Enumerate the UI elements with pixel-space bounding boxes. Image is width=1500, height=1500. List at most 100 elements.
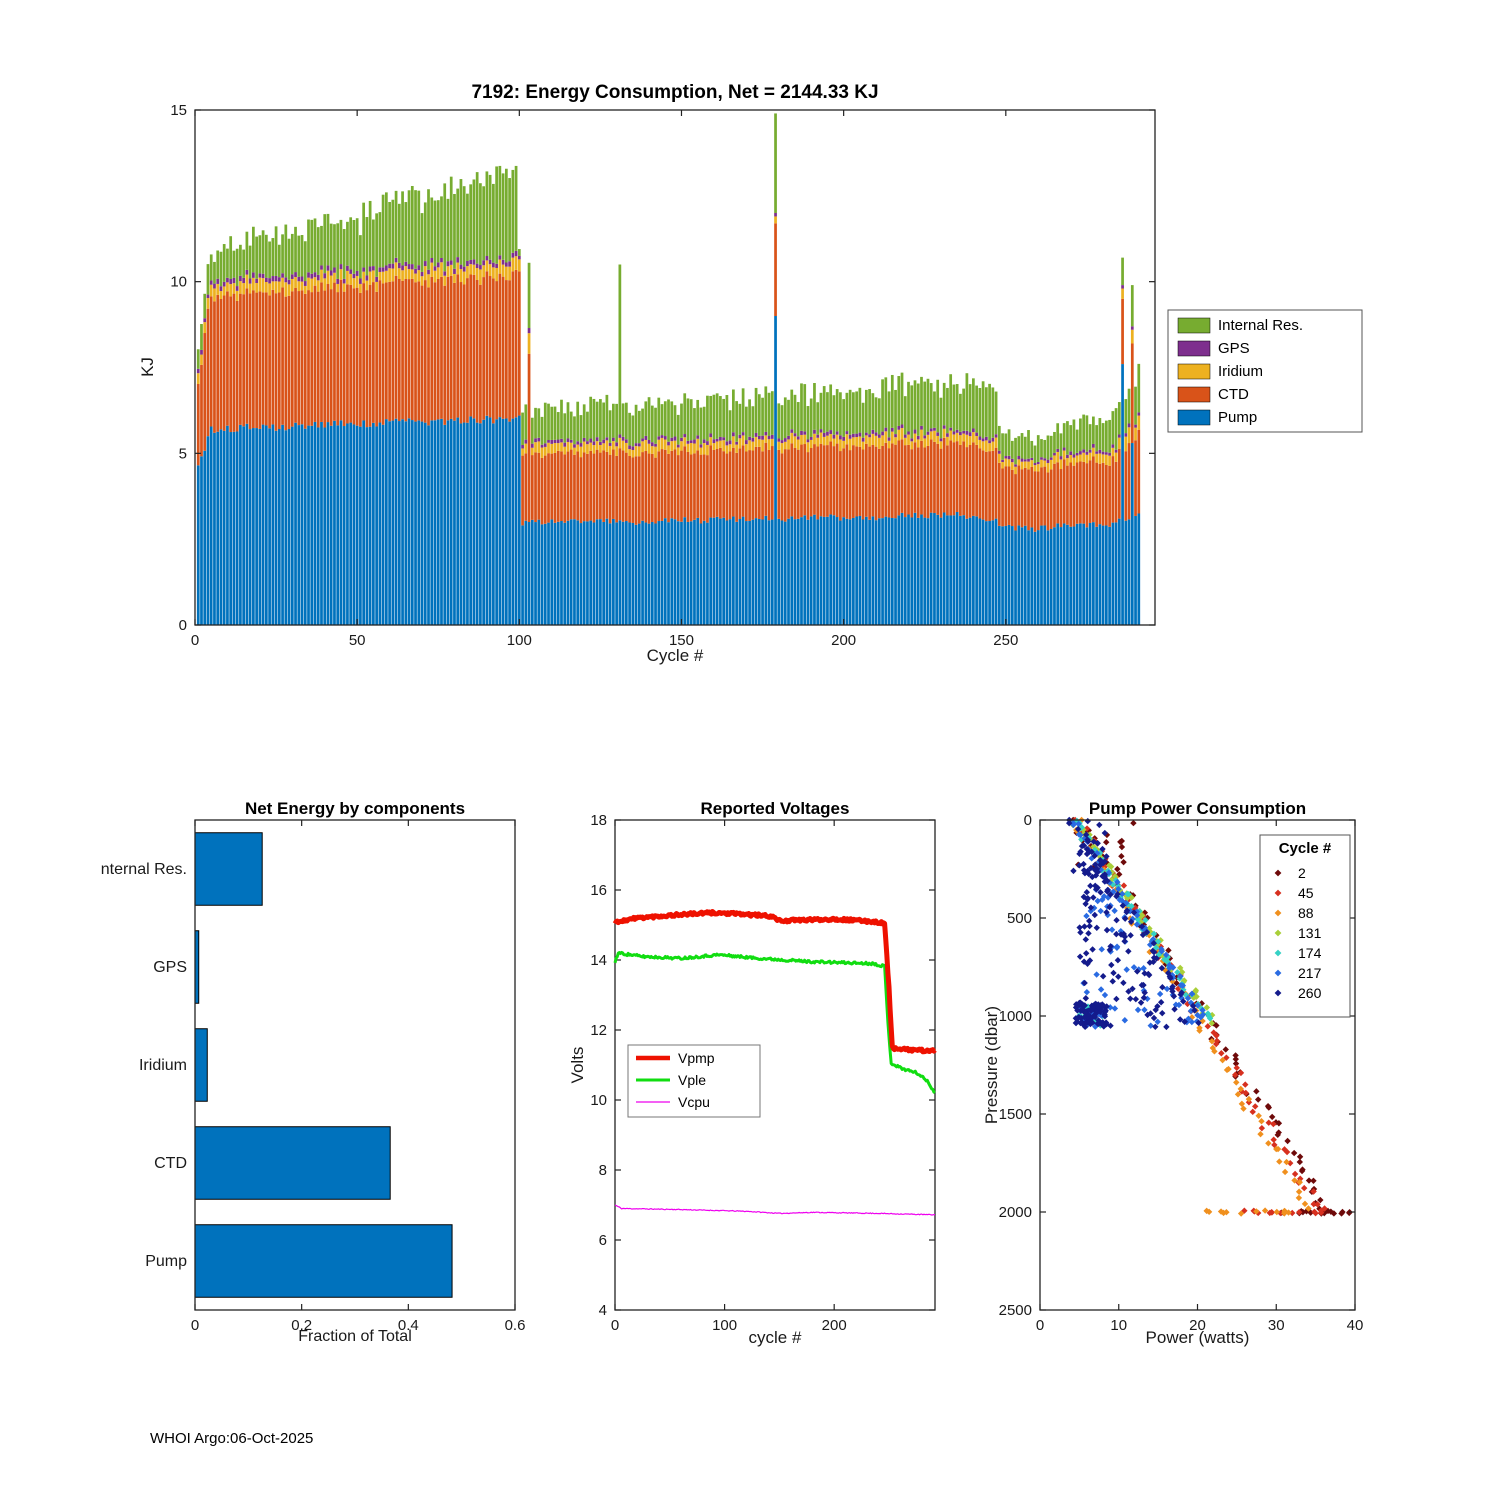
legend-label: Vple — [678, 1072, 706, 1088]
svg-text:12: 12 — [590, 1022, 607, 1039]
legend-label: Internal Res. — [1218, 317, 1303, 334]
energy-axes: 0 50 100 150 200 250 0 5 10 15 — [170, 102, 1156, 649]
voltages-chart-title: Reported Voltages — [700, 799, 850, 818]
legend-label: Vcpu — [678, 1094, 710, 1110]
svg-text:200: 200 — [822, 1317, 847, 1334]
pump-power-x-axis-label: Power (watts) — [1145, 1328, 1250, 1347]
svg-text:8: 8 — [599, 1162, 607, 1179]
svg-text:15: 15 — [170, 102, 187, 119]
net-energy-x-axis-label: Fraction of Total — [298, 1328, 412, 1345]
net-energy-chart-title: Net Energy by components — [244, 799, 466, 818]
legend-swatch-Pump — [1177, 409, 1211, 426]
svg-text:0.6: 0.6 — [505, 1317, 526, 1334]
legend-label: 45 — [1298, 885, 1314, 901]
legend-swatch-InternalRes — [1177, 317, 1211, 334]
legend-label: 217 — [1298, 965, 1322, 981]
legend-marker-45 — [1274, 889, 1282, 897]
legend-marker-174 — [1274, 949, 1282, 957]
legend-label: 2 — [1298, 865, 1306, 881]
svg-text:20: 20 — [1189, 1317, 1206, 1334]
svg-text:0: 0 — [1024, 812, 1032, 829]
legend-label: 88 — [1298, 905, 1314, 921]
legend-label: 174 — [1298, 945, 1322, 961]
category-label: CTD — [154, 1155, 187, 1172]
legend-swatch-CTD — [1177, 386, 1211, 403]
legend-marker-217 — [1274, 969, 1282, 977]
energy-stacked-bars — [196, 113, 1141, 625]
svg-text:0: 0 — [611, 1317, 619, 1334]
svg-text:100: 100 — [712, 1317, 737, 1334]
svg-text:14: 14 — [590, 952, 607, 969]
line-vple — [613, 950, 936, 1095]
bar-iridium — [194, 1028, 208, 1102]
energy-consumption-plot: 0 50 100 150 200 250 0 5 10 15 Internal Res. GPS Iri… — [170, 102, 1363, 649]
svg-text:30: 30 — [1268, 1317, 1285, 1334]
energy-legend: Internal Res. GPS Iridium CTD Pump — [1167, 309, 1363, 433]
svg-text:10: 10 — [1110, 1317, 1127, 1334]
legend-label: 131 — [1298, 925, 1322, 941]
voltages-x-axis-label: cycle # — [748, 1328, 802, 1347]
svg-text:1000: 1000 — [999, 1008, 1032, 1025]
svg-text:10: 10 — [170, 274, 187, 291]
pump-axes: 0 10 20 30 40 0 500 1000 1500 2000 2500 — [999, 812, 1364, 1334]
voltage-lines — [612, 909, 937, 1216]
voltages-plot: 0 100 200 4 6 8 10 12 14 16 18 Vpmp Vple Vcpu — [590, 812, 937, 1334]
legend-label: Pump — [1218, 409, 1257, 426]
line-vpmp — [612, 909, 937, 1055]
category-label: Pump — [145, 1253, 187, 1270]
legend-marker-260 — [1274, 989, 1282, 997]
bar-internalres — [194, 832, 263, 906]
svg-text:50: 50 — [349, 632, 366, 649]
legend-label: Vpmp — [678, 1050, 715, 1066]
bar-ctd — [194, 1126, 391, 1200]
legend-swatch-GPS — [1177, 340, 1211, 357]
legend-label: Iridium — [1218, 363, 1263, 380]
svg-text:0.4: 0.4 — [398, 1317, 419, 1334]
svg-text:4: 4 — [599, 1302, 607, 1319]
energy-chart-title: 7192: Energy Consumption, Net = 2144.33 … — [471, 82, 879, 103]
pump-power-plot: 0 10 20 30 40 0 500 1000 1500 2000 2500 Cycle # 2 45 8… — [999, 812, 1364, 1334]
voltages-legend: Vpmp Vple Vcpu — [627, 1044, 761, 1118]
svg-text:0: 0 — [1036, 1317, 1044, 1334]
pump-power-chart-title: Pump Power Consumption — [1088, 799, 1307, 818]
svg-text:0: 0 — [191, 632, 199, 649]
net-energy-bars: Internal Res. GPS Iridium CTD Pump — [100, 832, 453, 1298]
footer-text: WHOI Argo:06-Oct-2025 — [150, 1430, 314, 1447]
bar-pump — [194, 1224, 453, 1298]
line-vcpu — [614, 1204, 935, 1216]
svg-text:0: 0 — [191, 1317, 199, 1334]
svg-text:10: 10 — [590, 1092, 607, 1109]
category-label: Internal Res. — [100, 861, 187, 878]
legend-marker-131 — [1274, 929, 1282, 937]
svg-text:500: 500 — [1007, 910, 1032, 927]
svg-text:2000: 2000 — [999, 1204, 1032, 1221]
svg-text:6: 6 — [599, 1232, 607, 1249]
legend-marker-2 — [1274, 869, 1282, 877]
svg-text:5: 5 — [179, 445, 187, 462]
svg-text:2500: 2500 — [999, 1302, 1032, 1319]
svg-text:150: 150 — [669, 632, 694, 649]
legend-label: GPS — [1218, 340, 1250, 357]
legend-swatch-Iridium — [1177, 363, 1211, 380]
pump-legend: Cycle # 2 45 88 131 174 217 260 — [1259, 834, 1351, 1018]
svg-text:16: 16 — [590, 882, 607, 899]
legend-marker-88 — [1274, 909, 1282, 917]
svg-text:18: 18 — [590, 812, 607, 829]
svg-text:40: 40 — [1347, 1317, 1364, 1334]
svg-text:100: 100 — [507, 632, 532, 649]
volts-axes: 0 100 200 4 6 8 10 12 14 16 18 — [590, 812, 936, 1334]
svg-text:0: 0 — [179, 617, 187, 634]
net-energy-plot: Internal Res. GPS Iridium CTD Pump 0 0.2 0.4 0.6 — [100, 819, 526, 1334]
legend-label: 260 — [1298, 985, 1322, 1001]
svg-text:250: 250 — [993, 632, 1018, 649]
svg-text:200: 200 — [831, 632, 856, 649]
energy-x-axis-label: Cycle # — [646, 646, 704, 665]
pump-legend-title: Cycle # — [1279, 840, 1332, 857]
net-axes: 0 0.2 0.4 0.6 — [191, 819, 526, 1334]
svg-text:1500: 1500 — [999, 1106, 1032, 1123]
category-label: GPS — [153, 959, 187, 976]
legend-label: CTD — [1218, 386, 1249, 403]
category-label: Iridium — [139, 1057, 187, 1074]
svg-text:0.2: 0.2 — [291, 1317, 312, 1334]
